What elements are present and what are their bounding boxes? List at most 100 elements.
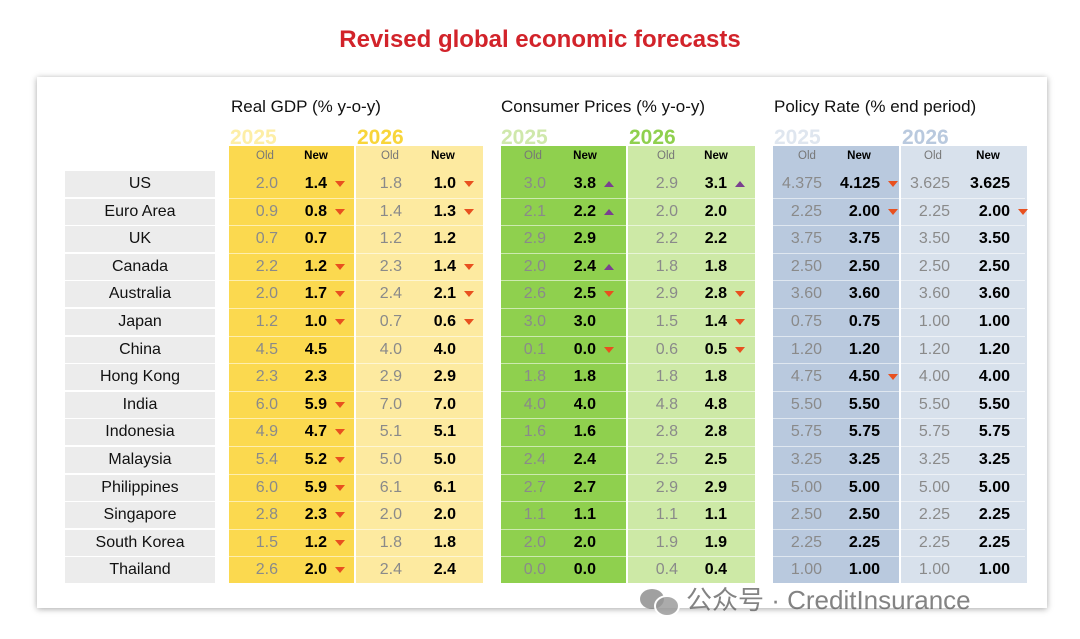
revised-down-arrow-icon [604, 291, 614, 297]
old-value: 0.0 [523, 561, 546, 578]
old-value: 5.4 [255, 451, 278, 468]
old-value: 2.4 [379, 561, 402, 578]
subheader-new: New [847, 150, 871, 162]
old-value: 1.8 [523, 368, 546, 385]
old-value: 5.50 [790, 396, 822, 413]
subheader-old: Old [924, 150, 942, 162]
country-label: Canada [111, 258, 169, 275]
old-value: 7.0 [379, 396, 402, 413]
new-value: 4.125 [839, 175, 880, 192]
old-value: 1.6 [523, 423, 546, 440]
old-value: 2.25 [918, 506, 950, 523]
old-value: 1.8 [379, 534, 402, 551]
new-value: 1.1 [573, 506, 596, 523]
old-value: 2.5 [655, 451, 678, 468]
new-value: 2.8 [704, 423, 727, 440]
country-cell-bg [65, 309, 215, 335]
old-value: 0.7 [255, 230, 278, 247]
country-label: China [119, 341, 161, 358]
subheader-new: New [431, 150, 455, 162]
new-value: 2.8 [704, 285, 727, 302]
new-value: 1.00 [978, 561, 1010, 578]
new-value: 4.50 [848, 368, 880, 385]
old-value: 1.5 [655, 313, 678, 330]
new-value: 1.20 [978, 341, 1010, 358]
new-value: 3.8 [573, 175, 596, 192]
old-value: 2.25 [918, 203, 950, 220]
old-value: 2.8 [255, 506, 278, 523]
new-value: 2.0 [573, 534, 596, 551]
new-value: 2.7 [573, 479, 596, 496]
old-value: 1.00 [790, 561, 822, 578]
country-cell-bg [65, 337, 215, 363]
old-value: 2.0 [655, 203, 678, 220]
new-value: 3.25 [848, 451, 880, 468]
new-value: 1.00 [848, 561, 880, 578]
old-value: 4.8 [655, 396, 678, 413]
new-value: 4.5 [304, 341, 327, 358]
old-value: 5.0 [379, 451, 402, 468]
old-value: 0.4 [655, 561, 678, 578]
new-value: 1.2 [304, 534, 327, 551]
revised-down-arrow-icon [888, 209, 898, 215]
revised-up-arrow-icon [604, 209, 614, 215]
old-value: 2.4 [379, 285, 402, 302]
subheader-old: Old [256, 150, 274, 162]
new-value: 0.5 [704, 341, 727, 358]
new-value: 5.2 [304, 451, 327, 468]
row-divider [229, 225, 1025, 226]
revised-down-arrow-icon [464, 264, 474, 270]
old-value: 2.50 [790, 506, 822, 523]
new-value: 1.1 [704, 506, 727, 523]
row-divider [229, 556, 1025, 557]
country-cell-bg [65, 447, 215, 473]
old-value: 1.2 [255, 313, 278, 330]
old-value: 2.25 [790, 203, 822, 220]
country-label: Singapore [103, 506, 177, 523]
new-value: 2.50 [848, 258, 880, 275]
new-value: 1.2 [304, 258, 327, 275]
country-cell-bg [65, 419, 215, 445]
revised-down-arrow-icon [335, 512, 345, 518]
new-value: 2.9 [573, 230, 596, 247]
new-value: 1.9 [704, 534, 727, 551]
revised-down-arrow-icon [464, 319, 474, 325]
new-value: 1.8 [704, 258, 727, 275]
old-value: 2.50 [918, 258, 950, 275]
old-value: 2.50 [790, 258, 822, 275]
cpi-2025-column [501, 146, 626, 583]
revised-down-arrow-icon [335, 291, 345, 297]
revised-down-arrow-icon [464, 181, 474, 187]
old-value: 2.0 [255, 175, 278, 192]
country-label: Philippines [101, 479, 179, 496]
new-value: 5.50 [978, 396, 1010, 413]
old-value: 0.9 [255, 203, 278, 220]
new-value: 2.3 [304, 368, 327, 385]
old-value: 1.5 [255, 534, 278, 551]
new-value: 4.0 [433, 341, 456, 358]
old-value: 1.1 [523, 506, 546, 523]
revised-down-arrow-icon [335, 264, 345, 270]
group-title-rate: Policy Rate (% end period) [774, 97, 977, 116]
old-value: 3.50 [918, 230, 950, 247]
group-title-gdp: Real GDP (% y-o-y) [231, 97, 381, 116]
revised-down-arrow-icon [604, 347, 614, 353]
country-cell-bg [65, 226, 215, 252]
old-value: 2.9 [379, 368, 402, 385]
old-value: 5.75 [918, 423, 950, 440]
old-value: 2.25 [918, 534, 950, 551]
new-value: 3.0 [573, 313, 596, 330]
new-value: 3.625 [969, 175, 1010, 192]
old-value: 3.60 [918, 285, 950, 302]
old-value: 1.20 [918, 341, 950, 358]
revised-down-arrow-icon [335, 457, 345, 463]
new-value: 5.50 [848, 396, 880, 413]
new-value: 0.7 [304, 230, 327, 247]
new-value: 0.6 [433, 313, 456, 330]
old-value: 2.8 [655, 423, 678, 440]
watermark: 公众号 · CreditInsurance [640, 580, 971, 617]
country-cell-bg [65, 557, 215, 583]
country-cell-bg [65, 392, 215, 418]
new-value: 5.75 [848, 423, 880, 440]
new-value: 1.20 [848, 341, 880, 358]
